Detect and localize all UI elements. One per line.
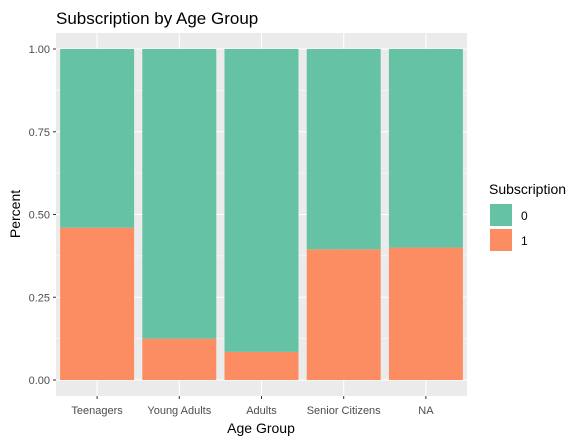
bar-1 bbox=[389, 248, 463, 380]
chart-title: Subscription by Age Group bbox=[56, 9, 258, 28]
bar-0 bbox=[225, 49, 299, 352]
y-tick-label: 0.50 bbox=[29, 210, 50, 222]
legend-key-1 bbox=[490, 229, 512, 251]
x-tick-label: Teenagers bbox=[71, 405, 123, 417]
bar-1 bbox=[225, 352, 299, 380]
y-tick-label: 1.00 bbox=[29, 44, 50, 56]
y-axis: 0.00 0.25 0.50 0.75 1.00 bbox=[29, 44, 56, 387]
legend-title: Subscription bbox=[489, 181, 566, 197]
bar-1 bbox=[307, 249, 381, 380]
x-tick-label: Adults bbox=[246, 405, 277, 417]
legend-label: 0 bbox=[521, 209, 528, 223]
bar-0 bbox=[142, 49, 216, 339]
y-tick-label: 0.00 bbox=[29, 375, 50, 387]
bar-0 bbox=[60, 49, 134, 228]
legend-label: 1 bbox=[521, 234, 528, 248]
bar-1 bbox=[60, 228, 134, 380]
bar-1 bbox=[142, 339, 216, 380]
y-axis-title: Percent bbox=[7, 190, 23, 238]
bars bbox=[60, 49, 463, 380]
legend: Subscription 0 1 bbox=[489, 181, 566, 251]
bar-0 bbox=[307, 49, 381, 249]
x-tick-label: Young Adults bbox=[147, 405, 211, 417]
x-axis-title: Age Group bbox=[227, 420, 295, 436]
legend-key-0 bbox=[490, 204, 512, 226]
x-tick-label: NA bbox=[418, 405, 434, 417]
x-axis: Teenagers Young Adults Adults Senior Citize… bbox=[71, 396, 434, 417]
y-tick-label: 0.75 bbox=[29, 127, 50, 139]
x-tick-label: Senior Citizens bbox=[307, 405, 381, 417]
bar-0 bbox=[389, 49, 463, 248]
y-tick-label: 0.25 bbox=[29, 292, 50, 304]
